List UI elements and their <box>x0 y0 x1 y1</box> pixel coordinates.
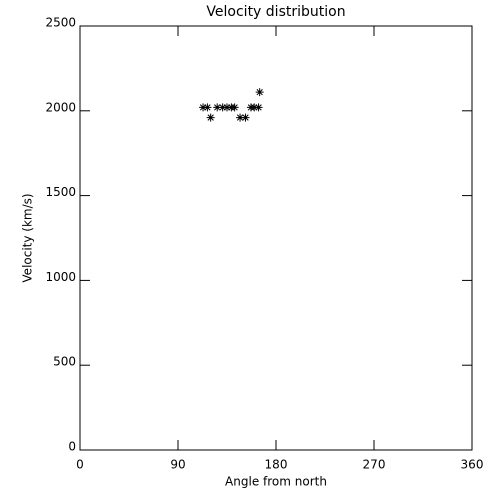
point <box>223 103 231 112</box>
point <box>218 103 227 112</box>
point <box>255 88 264 97</box>
point <box>206 113 215 122</box>
x-axis-label: Angle from north <box>225 475 327 489</box>
x-tick-label: 180 <box>265 458 288 472</box>
point <box>254 103 263 112</box>
y-tick-label: 2500 <box>45 16 76 30</box>
x-tick-label: 270 <box>363 458 386 472</box>
point <box>250 103 259 112</box>
point <box>236 113 245 122</box>
plot-frame <box>79 25 473 451</box>
point <box>199 103 208 112</box>
x-tick-label: 360 <box>461 458 484 472</box>
point <box>203 103 212 112</box>
y-tick-label: 2000 <box>45 100 76 114</box>
y-tick-label: 1500 <box>45 185 76 199</box>
chart-title: Velocity distribution <box>206 4 345 20</box>
x-tick-label: 0 <box>76 458 84 472</box>
y-axis-label: Velocity (km/s) <box>21 193 35 282</box>
y-tick-label: 500 <box>53 355 76 369</box>
y-tick-label: 1000 <box>45 270 76 284</box>
point <box>213 103 222 112</box>
y-tick-label: 0 <box>68 440 76 454</box>
point <box>230 103 239 112</box>
x-tick-label: 90 <box>170 458 185 472</box>
point <box>241 113 250 122</box>
